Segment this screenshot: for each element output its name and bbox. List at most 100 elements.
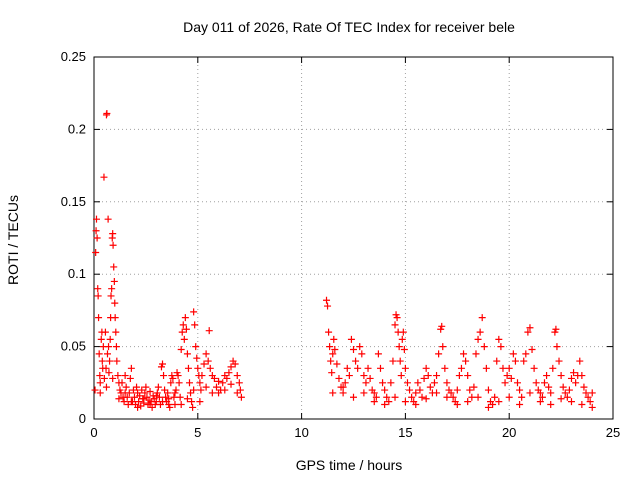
data-point [120, 398, 128, 406]
data-point [177, 401, 185, 409]
data-point [111, 299, 119, 307]
data-point [586, 398, 594, 406]
data-point [188, 398, 196, 406]
data-point [505, 364, 513, 372]
data-point [162, 393, 170, 401]
data-point [108, 285, 116, 293]
data-point [165, 395, 173, 403]
data-point [441, 364, 449, 372]
data-point [329, 350, 337, 358]
data-point [227, 363, 235, 371]
data-point [112, 328, 120, 336]
data-point [433, 372, 441, 380]
data-point [115, 395, 123, 403]
data-point [557, 372, 565, 380]
data-point [526, 389, 534, 397]
data-point [185, 379, 193, 387]
data-point [159, 398, 167, 406]
data-point [107, 292, 115, 300]
data-point [327, 357, 335, 365]
data-point [559, 383, 567, 391]
data-point [356, 343, 364, 351]
data-point [561, 389, 569, 397]
y-tick-label: 0 [79, 411, 86, 426]
data-point [106, 335, 114, 343]
x-axis-label: GPS time / hours [296, 457, 403, 473]
data-point [206, 364, 214, 372]
data-point [389, 357, 397, 365]
data-point [208, 389, 216, 397]
data-point [466, 386, 474, 394]
tick-labels: 0 5 10 15 20 25 0 0.05 0.1 0.15 0.2 0.25 [61, 49, 621, 440]
data-point [453, 386, 461, 394]
data-point [426, 383, 434, 391]
data-point [557, 395, 565, 403]
data-point [439, 343, 447, 351]
data-point [193, 354, 201, 362]
data-point [140, 395, 148, 403]
data-point [549, 364, 557, 372]
data-point [109, 374, 117, 382]
data-point [528, 345, 536, 353]
data-point [468, 393, 476, 401]
data-point [215, 377, 223, 385]
data-point [181, 314, 189, 322]
data-point [223, 374, 231, 382]
data-point [381, 386, 389, 394]
data-point [159, 360, 167, 368]
data-point [489, 401, 497, 409]
data-point [543, 372, 551, 380]
data-point [396, 357, 404, 365]
data-point [155, 393, 163, 401]
data-point [233, 372, 241, 380]
data-point [100, 173, 108, 181]
data-point [536, 398, 544, 406]
data-point [95, 314, 103, 322]
data-point [457, 364, 465, 372]
data-point [509, 350, 517, 358]
x-tick-label: 25 [606, 425, 620, 440]
y-tick-label: 0.15 [61, 194, 86, 209]
data-point [588, 389, 596, 397]
data-point [522, 350, 530, 358]
data-point [323, 296, 331, 304]
data-point [184, 364, 192, 372]
data-point [376, 364, 384, 372]
data-point [526, 324, 534, 332]
data-point [212, 383, 220, 391]
data-point [104, 215, 112, 223]
data-point [221, 386, 229, 394]
data-point [126, 374, 134, 382]
y-axis-label: ROTI / TECUs [5, 195, 21, 285]
data-point [231, 360, 239, 368]
data-point [538, 393, 546, 401]
data-point [540, 379, 548, 387]
x-tick-label: 20 [502, 425, 516, 440]
data-point [474, 335, 482, 343]
data-point [94, 292, 102, 300]
data-point [424, 372, 432, 380]
data-point [331, 345, 339, 353]
data-point [167, 379, 175, 387]
data-point [91, 386, 99, 394]
axis-ticks [93, 56, 614, 420]
data-point [401, 398, 409, 406]
y-tick-label: 0.25 [61, 49, 86, 64]
grid-lines [94, 57, 613, 419]
data-point [484, 403, 492, 411]
data-point [174, 372, 182, 380]
data-point [406, 386, 414, 394]
data-point [103, 109, 111, 117]
data-point [200, 360, 208, 368]
data-point [328, 369, 336, 377]
data-point [190, 386, 198, 394]
data-point [95, 350, 103, 358]
data-point [395, 343, 403, 351]
data-point [102, 383, 110, 391]
data-point [160, 372, 168, 380]
data-point [106, 357, 114, 365]
data-point [142, 383, 150, 391]
data-point [443, 379, 451, 387]
data-point [478, 314, 486, 322]
data-point [219, 379, 227, 387]
